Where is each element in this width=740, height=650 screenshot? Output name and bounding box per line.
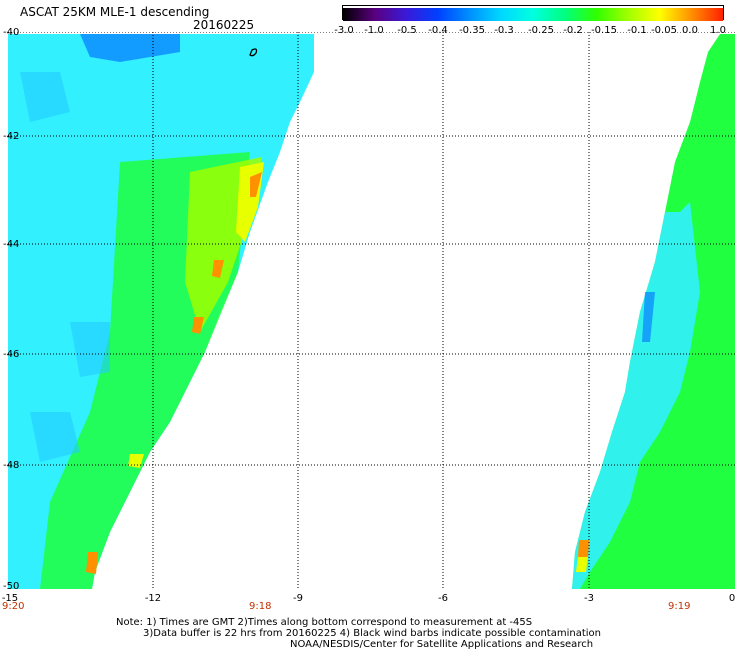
product-title: ASCAT 25KM MLE-1 descending [20, 5, 210, 19]
colorbar-label: -0.4 [428, 25, 448, 36]
colorbar-label: -0.2 [563, 25, 583, 36]
lon-label: -6 [438, 593, 448, 604]
lon-label: -9 [293, 593, 303, 604]
time-label: 9:18 [249, 601, 272, 612]
lat-label: -40 [3, 27, 20, 38]
colorbar-label: -0.35 [459, 25, 485, 36]
grid-lines [8, 32, 735, 589]
note-line-1: Note: 1) Times are GMT 2)Times along bot… [116, 617, 533, 628]
lat-label: -46 [3, 349, 20, 360]
map-plot [8, 32, 735, 589]
lat-label: -42 [3, 131, 20, 142]
colorbar [342, 5, 724, 21]
right-swath [572, 34, 735, 589]
colorbar-label: -0.15 [591, 25, 617, 36]
time-label: 9:20 [2, 601, 25, 612]
lon-label: -3 [584, 593, 594, 604]
time-label: 9:19 [668, 601, 691, 612]
colorbar-label: -0.25 [528, 25, 554, 36]
lon-label: -12 [144, 593, 162, 604]
left-swath [8, 34, 314, 589]
lat-label: -50 [3, 581, 20, 592]
lat-label: -44 [3, 239, 20, 250]
note-line-2: 3)Data buffer is 22 hrs from 20160225 4)… [143, 628, 601, 639]
lat-label: -48 [3, 460, 20, 471]
lon-label: -15 [1, 593, 19, 604]
colorbar-label: 0.0 [682, 25, 698, 36]
note-line-3: NOAA/NESDIS/Center for Satellite Applica… [290, 639, 594, 650]
colorbar-label: -0.1 [627, 25, 647, 36]
colorbar-gradient [343, 8, 723, 21]
contamination-barb-icon [249, 48, 258, 57]
lon-label: 0 [728, 593, 736, 604]
colorbar-label: -0.05 [651, 25, 677, 36]
colorbar-label: -0.3 [494, 25, 514, 36]
colorbar-label: -1.0 [364, 25, 384, 36]
colorbar-label: 1.0 [710, 25, 726, 36]
product-date: 20160225 [193, 18, 255, 32]
colorbar-label: -0.5 [397, 25, 417, 36]
colorbar-fill [343, 8, 723, 21]
colorbar-label: -3.0 [334, 25, 354, 36]
